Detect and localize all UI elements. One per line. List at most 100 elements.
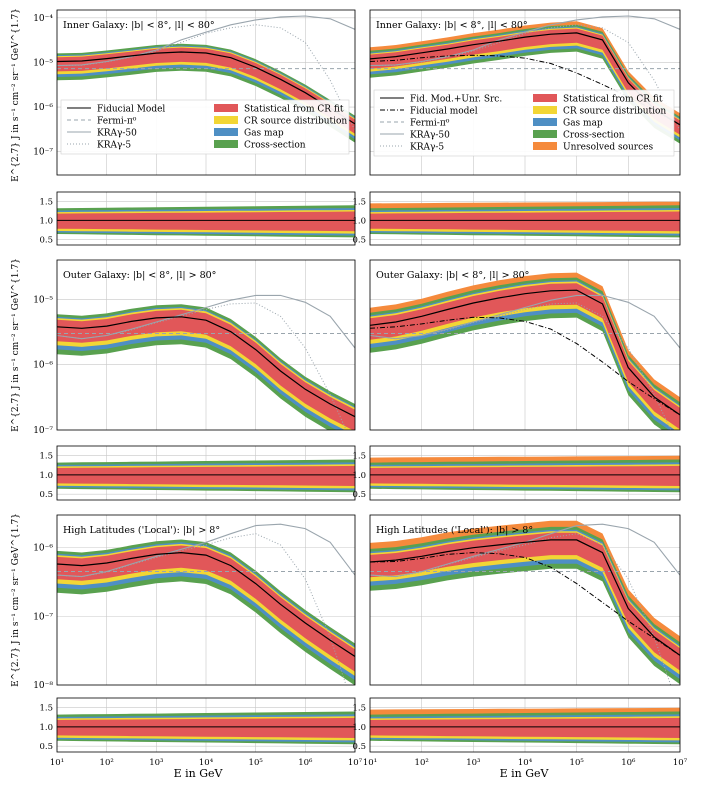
panel-1-legend-label: KRAγ-50 (97, 129, 137, 139)
panel-2-ratio-tick-label: 0.5 (352, 235, 366, 245)
panel-3-ratio-band-statistical (57, 465, 355, 486)
panel-2-legend-label: KRAγ-50 (410, 131, 450, 141)
panel-2-line-fid-plus-unresolved (370, 32, 680, 126)
panel-2-bands (370, 21, 680, 144)
panel-3-y-tick-label: 10⁻⁵ (33, 295, 53, 305)
panel-2-frame (369, 9, 681, 176)
panel-1-legend-label: Statistical from CR fit (244, 105, 344, 115)
panel-2-legend-label: Fermi-π⁰ (410, 119, 450, 129)
panel-6-ratio-tick-label: 0.5 (352, 742, 366, 752)
panel-3-line-fiducial (57, 316, 355, 418)
panel-2-ratio-frame (369, 191, 681, 246)
panel-5-y-tick-label: 10⁻⁸ (33, 681, 53, 691)
panel-6-region-title: High Latitudes ('Local'): |b| > 8° (376, 525, 533, 536)
panel-2-legend-swatch (533, 130, 557, 138)
panel-2-legend-label: Fid. Mod.+Unr. Src. (410, 95, 502, 105)
panel-5-band-cr-source (57, 543, 355, 676)
panels-layer: Inner Galaxy: |b| < 8°, |l| < 80° 10⁻⁷ 10⁻… (33, 9, 688, 768)
panel-2-lines (370, 15, 680, 131)
panel-5-x-tick-label: 10⁴ (199, 758, 214, 768)
panel-5-x-tick-label: 10⁶ (298, 758, 313, 768)
panel-1-legend-label: KRAγ-5 (97, 141, 131, 151)
panel-6-x-tick-label: 10⁴ (518, 758, 533, 768)
y-axis-label-bottom: E^{2.7} J in s⁻¹ cm⁻² sr⁻¹ GeV^{1.7} (11, 513, 21, 687)
panel-4-bands (370, 272, 680, 430)
panel-5-bands (57, 539, 355, 685)
panel-2-legend-label: Fiducial model (410, 107, 478, 117)
panel-2-legend-swatch (533, 106, 557, 114)
panel-5-region-title: High Latitudes ('Local'): |b| > 8° (63, 525, 220, 536)
x-axis-label-right: E in GeV (500, 767, 550, 780)
panel-1-legend-swatch (214, 128, 238, 136)
panel-3-ratio-bands (57, 459, 355, 493)
panel-5-line-kra50 (57, 523, 355, 578)
panel-3-y-tick-label: 10⁻⁷ (33, 426, 53, 436)
panel-1-ratio-tick-label: 0.5 (39, 235, 53, 245)
panel-5-y-tick-label: 10⁻⁶ (33, 544, 53, 554)
panel-6-x-tick-label: 10⁶ (621, 758, 636, 768)
panel-5-line-fiducial (57, 551, 355, 658)
panel-5-group: High Latitudes ('Local'): |b| > 8° 10⁻⁸ 10… (33, 514, 363, 768)
panel-6-x-tick-label: 10² (415, 758, 429, 768)
x-axis-label-left: E in GeV (174, 767, 224, 780)
panel-1-legend-label: Fermi-π⁰ (97, 117, 137, 127)
panel-1-ratio-band-statistical (57, 211, 355, 232)
panel-1-frame (56, 9, 356, 176)
panel-5-x-tick-label: 10¹ (50, 758, 64, 768)
panel-2-legend-label: CR source distribution (563, 107, 666, 117)
y-axis-label-top: E^{2.7} J in s⁻¹ cm⁻² sr⁻¹ GeV^{1.7} (11, 8, 21, 182)
panel-6-line-kra5 (370, 533, 672, 685)
panel-6-bands (370, 520, 680, 685)
panel-2-ratio-bands (370, 201, 680, 238)
panel-1-region-title: Inner Galaxy: |b| < 8°, |l| < 80° (63, 20, 215, 31)
panel-1-legend-label: CR source distribution (244, 117, 347, 127)
panel-2-group: Inner Galaxy: |b| < 8°, |l| < 80° 0.5 1.0 1… (352, 9, 681, 246)
panel-5-x-tick-label: 10⁵ (249, 758, 264, 768)
panel-1-band-statistical (57, 47, 355, 134)
panel-5-line-kra5 (57, 533, 347, 685)
panel-1-legend-label: Fiducial Model (97, 105, 165, 115)
panel-5-ratio-bands (57, 711, 355, 745)
panel-6-frame (369, 514, 681, 686)
panel-6-band-statistical (370, 532, 680, 671)
panel-1-ratio-frame (56, 191, 356, 246)
panel-2-band-statistical (370, 28, 680, 135)
panel-2-line-fiducial-dashdot (370, 54, 680, 126)
panel-4-region-title: Outer Galaxy: |b| < 8°, |l| > 80° (376, 270, 529, 281)
panel-3-ratio-frame (56, 445, 356, 501)
panel-3-region-title: Outer Galaxy: |b| < 8°, |l| > 80° (63, 270, 216, 281)
panel-1-lines (57, 15, 355, 131)
panel-6-ratio-band-statistical (370, 717, 680, 738)
panel-2-legend-label: Statistical from CR fit (563, 95, 663, 105)
panel-4-lines (370, 289, 680, 430)
panel-5-ratio-frame (56, 697, 356, 753)
panel-1-y-tick-label: 10⁻⁶ (33, 103, 53, 113)
panel-2-legend-label: KRAγ-5 (410, 143, 444, 153)
panel-4-band-statistical (370, 283, 680, 430)
panel-3-lines (57, 294, 355, 430)
panel-1-y-tick-label: 10⁻⁷ (33, 148, 53, 158)
panel-6-ratio-frame (369, 697, 681, 753)
panel-4-ratio-tick-label: 0.5 (352, 490, 366, 500)
panel-2-legend-label: Unresolved sources (563, 143, 653, 153)
panel-6-x-tick-label: 10⁵ (570, 758, 585, 768)
panel-5-x-tick-label: 10² (100, 758, 114, 768)
panel-1-legend-label: Cross-section (244, 141, 306, 151)
panel-5-frame (56, 514, 356, 686)
panel-3-y-tick-label: 10⁻⁶ (33, 361, 53, 371)
panel-4-ratio-tick-label: 1.0 (352, 471, 366, 481)
panel-5-x-tick-label: 10³ (149, 758, 163, 768)
panel-1-ratio-tick-label: 1.5 (39, 197, 53, 207)
panel-4-group: Outer Galaxy: |b| < 8°, |l| > 80° 0.5 1.0 1… (352, 259, 681, 501)
panel-4-ratio-band-statistical (370, 465, 680, 486)
y-axis-label-middle: E^{2.7} J in s⁻¹ cm⁻² sr⁻¹ GeV^{1.7} (11, 258, 21, 432)
panel-3-ratio-tick-label: 0.5 (39, 490, 53, 500)
panel-2-legend-label: Gas map (563, 119, 603, 129)
panel-3-line-kra50 (57, 294, 355, 349)
panel-1-band-gas-map (57, 45, 355, 140)
panel-5-ratio-tick-label: 0.5 (39, 742, 53, 752)
panel-1-legend-box (60, 99, 350, 155)
panel-5-ratio-band-statistical (57, 717, 355, 738)
panel-1-y-tick-label: 10⁻⁴ (33, 14, 53, 24)
